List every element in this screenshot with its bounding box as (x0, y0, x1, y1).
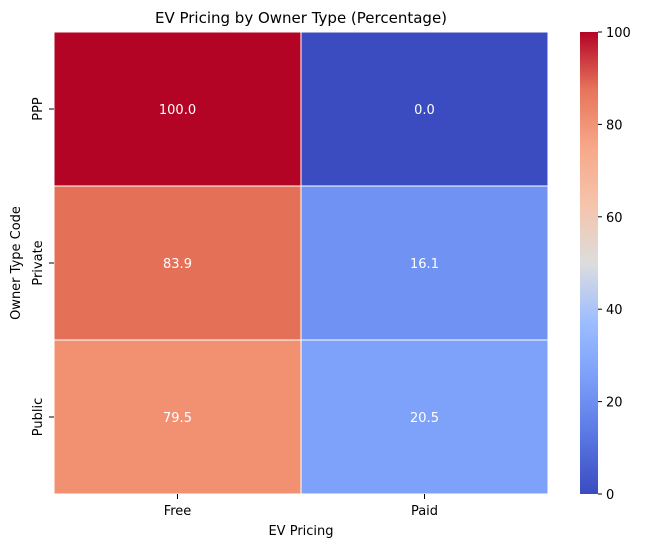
heatmap-cell (300, 185, 549, 341)
y-axis: PPP Private Public (31, 97, 54, 436)
colorbar-gradient (580, 32, 598, 494)
x-axis: Free Paid (164, 494, 438, 519)
x-axis-label: EV Pricing (268, 524, 333, 539)
colorbar-tick-label: 20 (606, 396, 623, 411)
x-tick-label: Free (164, 504, 192, 519)
heatmap-cell-labels: 100.0 0.0 83.9 16.1 79.5 20.5 (159, 103, 439, 426)
colorbar-tick-label: 40 (606, 303, 623, 318)
colorbar-tick-label: 80 (606, 118, 623, 133)
y-tick-label: PPP (31, 97, 46, 121)
colorbar: 0 20 40 60 80 100 (580, 26, 631, 503)
y-axis-label: Owner Type Code (9, 206, 24, 320)
chart-title: EV Pricing by Owner Type (Percentage) (155, 9, 447, 27)
colorbar-tick-label: 0 (606, 488, 614, 503)
cell-value-label: 16.1 (410, 257, 439, 272)
cell-value-label: 83.9 (163, 257, 192, 272)
y-tick-label: Public (31, 398, 46, 436)
heatmap-cell (300, 31, 549, 187)
cell-value-label: 100.0 (159, 103, 196, 118)
heatmap-cell (53, 185, 302, 341)
cell-value-label: 0.0 (414, 103, 435, 118)
colorbar-tick-label: 100 (606, 26, 631, 41)
heatmap-cell (300, 339, 549, 495)
heatmap-cells (53, 31, 549, 495)
heatmap-cell (53, 339, 302, 495)
cell-value-label: 79.5 (163, 411, 192, 426)
y-tick-label: Private (31, 240, 46, 285)
cell-value-label: 20.5 (410, 411, 439, 426)
heatmap-cell (53, 31, 302, 187)
colorbar-tick-label: 60 (606, 211, 623, 226)
x-tick-label: Paid (411, 504, 438, 519)
